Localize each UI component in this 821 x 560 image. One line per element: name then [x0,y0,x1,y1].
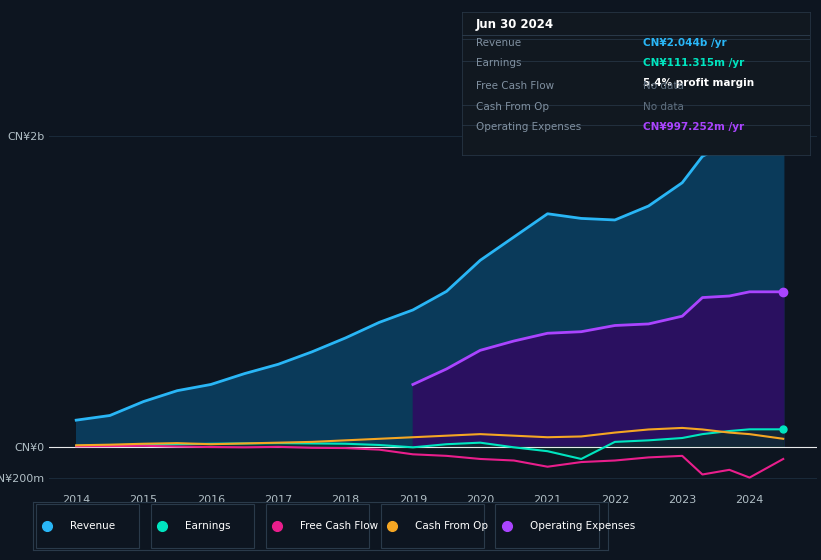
Text: No data: No data [643,81,684,91]
Text: CN¥111.315m /yr: CN¥111.315m /yr [643,58,744,68]
Text: Revenue: Revenue [71,521,115,531]
Text: Earnings: Earnings [476,58,521,68]
Text: 5.4% profit margin: 5.4% profit margin [643,78,754,88]
Text: Revenue: Revenue [476,38,521,48]
Text: Earnings: Earnings [186,521,231,531]
Text: CN¥997.252m /yr: CN¥997.252m /yr [643,122,744,132]
Text: CN¥2.044b /yr: CN¥2.044b /yr [643,38,727,48]
Text: Operating Expenses: Operating Expenses [476,122,581,132]
Text: Free Cash Flow: Free Cash Flow [300,521,378,531]
Text: Cash From Op: Cash From Op [415,521,488,531]
Text: Cash From Op: Cash From Op [476,102,549,112]
Text: Operating Expenses: Operating Expenses [530,521,635,531]
Text: Free Cash Flow: Free Cash Flow [476,81,554,91]
Text: Jun 30 2024: Jun 30 2024 [476,18,554,31]
Text: No data: No data [643,102,684,112]
